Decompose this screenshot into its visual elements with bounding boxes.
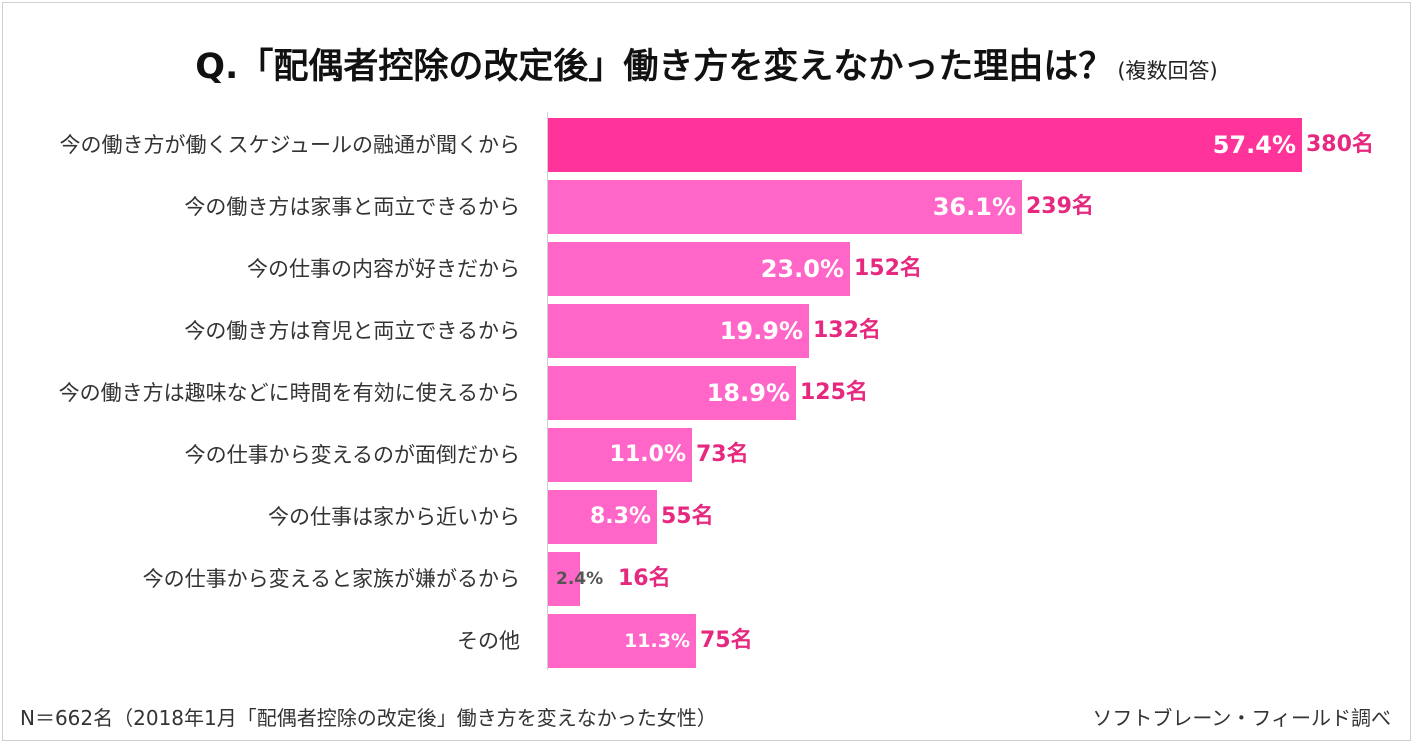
percent-label: 18.9% xyxy=(706,379,790,407)
bar xyxy=(548,118,1302,172)
bar xyxy=(548,614,696,668)
bar xyxy=(548,428,692,482)
bar xyxy=(548,304,809,358)
category-label: 今の働き方は家事と両立できるから xyxy=(184,195,520,219)
category-label: 今の仕事は家から近いから xyxy=(268,505,520,529)
category-label: 今の仕事から変えると家族が嫌がるから xyxy=(142,567,520,591)
percent-label: 8.3% xyxy=(589,504,651,529)
count-label: 16名 xyxy=(618,566,671,591)
bar xyxy=(548,180,1022,234)
count-label: 132名 xyxy=(813,318,881,343)
category-label: 今の働き方が働くスケジュールの融通が聞くから xyxy=(59,133,520,157)
count-label: 73名 xyxy=(696,442,749,467)
category-axis-line xyxy=(547,112,548,670)
category-label: 今の働き方は育児と両立できるから xyxy=(184,319,520,343)
count-label: 55名 xyxy=(661,504,714,529)
count-label: 239名 xyxy=(1026,194,1094,219)
count-label: 380名 xyxy=(1306,132,1374,157)
percent-label: 19.9% xyxy=(719,317,803,345)
bar xyxy=(548,242,850,296)
percent-label: 11.0% xyxy=(609,442,686,467)
chart-title: Q.「配偶者控除の改定後」働き方を変えなかった理由は？ (複数回答) xyxy=(0,38,1413,89)
chart-title-main: Q.「配偶者控除の改定後」働き方を変えなかった理由は？ xyxy=(195,47,1114,87)
category-label: 今の働き方は趣味などに時間を有効に使えるから xyxy=(58,381,520,405)
count-label: 152名 xyxy=(854,256,922,281)
category-label: 今の仕事の内容が好きだから xyxy=(247,257,520,281)
chart-title-sub: (複数回答) xyxy=(1117,59,1218,83)
category-label: 今の仕事から変えるのが面倒だから xyxy=(184,443,520,467)
percent-label: 57.4% xyxy=(1212,131,1296,159)
bar xyxy=(548,490,657,544)
percent-label: 23.0% xyxy=(760,255,844,283)
percent-label: 11.3% xyxy=(624,630,690,652)
source-credit: ソフトブレーン・フィールド調べ xyxy=(1092,706,1391,730)
percent-label: 36.1% xyxy=(932,193,1016,221)
count-label: 125名 xyxy=(800,380,868,405)
bar xyxy=(548,366,796,420)
count-label: 75名 xyxy=(700,628,753,653)
bar xyxy=(548,552,580,606)
percent-label: 2.4% xyxy=(556,569,604,589)
category-label: その他 xyxy=(457,629,520,653)
sample-footnote: N＝662名（2018年1月「配偶者控除の改定後」働き方を変えなかった女性） xyxy=(20,706,717,730)
